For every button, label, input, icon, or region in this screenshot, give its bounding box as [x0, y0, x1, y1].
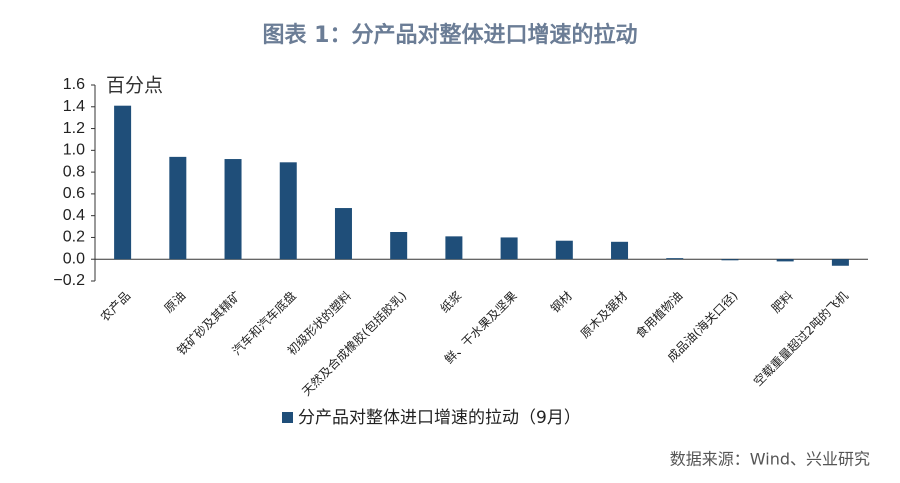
- legend-label: 分产品对整体进口增速的拉动（9月）: [298, 408, 581, 428]
- y-tick-label: 0.0: [63, 250, 85, 267]
- y-tick-label: −0.2: [53, 272, 85, 289]
- y-tick-label: 1.4: [63, 98, 85, 115]
- bar: [279, 162, 297, 260]
- x-tick-label: 农产品: [98, 289, 133, 324]
- x-tick-label: 肥料: [769, 289, 796, 316]
- y-tick-label: 0.6: [63, 185, 85, 202]
- bar: [776, 259, 794, 262]
- bar: [500, 237, 518, 260]
- bar: [390, 232, 408, 260]
- y-tick-label: 0.8: [63, 163, 85, 180]
- y-tick-label: 0.4: [63, 207, 85, 224]
- source: 数据来源：Wind、兴业研究: [670, 450, 870, 469]
- bar: [555, 240, 573, 260]
- bar: [169, 156, 187, 260]
- y-tick-label: 1.6: [63, 76, 85, 93]
- bar: [334, 208, 352, 260]
- bar: [666, 258, 684, 260]
- bar: [445, 236, 463, 260]
- bar: [831, 259, 849, 266]
- bar: [611, 241, 629, 260]
- bar: [721, 259, 739, 261]
- x-tick-label: 天然及合成橡胶(包括胶乳): [299, 288, 410, 399]
- x-tick-label: 原木及锯材: [577, 288, 630, 341]
- chart-title: 图表 1：分产品对整体进口增速的拉动: [263, 22, 638, 48]
- x-tick-label: 食用植物油: [632, 288, 685, 341]
- x-tick-label: 空载重量超过2吨的飞机: [750, 288, 851, 389]
- bar: [114, 105, 132, 260]
- y-tick-label: 0.2: [63, 229, 85, 246]
- y-unit: 百分点: [106, 75, 163, 97]
- legend-swatch: [282, 412, 293, 423]
- x-tick-label: 原油: [162, 289, 189, 316]
- x-tick-label: 纸浆: [437, 288, 465, 316]
- x-tick-label: 钢材: [548, 289, 575, 316]
- y-tick-label: 1.2: [63, 120, 85, 137]
- bar: [224, 159, 242, 260]
- y-tick-label: 1.0: [63, 142, 85, 159]
